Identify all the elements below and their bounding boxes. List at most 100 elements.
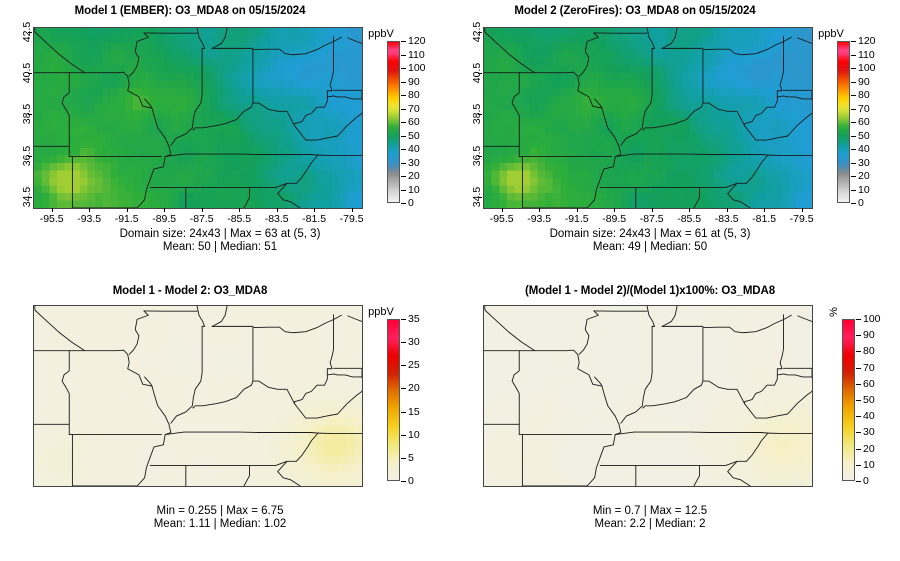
x-tick-label: -85.5 (677, 213, 702, 225)
y-tick (28, 32, 32, 34)
colorbar-tick (401, 54, 406, 56)
colorbar-tick (851, 68, 856, 69)
colorbar-tick (856, 367, 861, 369)
panel-model1: Model 1 (EMBER): O3_MDA8 on 05/15/2024 -… (0, 0, 440, 270)
x-tick (89, 208, 91, 212)
y-tick (478, 114, 482, 116)
y-tick (28, 73, 32, 75)
y-tick-label: 34.5 (21, 186, 33, 207)
x-tick-label: -89.5 (152, 213, 177, 225)
map-borders-difference (34, 306, 362, 486)
colorbar-tick-label: 90 (863, 329, 875, 342)
colorbar-tick-label: 50 (863, 394, 875, 406)
colorbar-tick-label: 20 (408, 382, 420, 395)
colorbar-tick-label: 50 (858, 129, 870, 142)
colorbar-model2: ppbV 0 10 20 30 40 50 60 70 80 90 100 110 120 (813, 27, 893, 209)
y-tick-label: 40.5 (21, 63, 33, 84)
colorbar-tick (401, 411, 406, 413)
colorbar-tick-label: 0 (408, 197, 414, 209)
x-tick (126, 208, 128, 212)
colorbar-tick (401, 342, 406, 344)
colorbar-tick (856, 400, 861, 401)
colorbar-tick-label: 5 (408, 451, 414, 464)
colorbar-tick-label: 90 (858, 75, 870, 88)
colorbar-tick-label: 120 (858, 35, 876, 47)
colorbar-tick-label: 30 (408, 336, 420, 349)
y-tick-label: 40.5 (471, 63, 483, 84)
colorbar-tick-label: 0 (863, 475, 869, 487)
colorbar-tick-label: 70 (858, 102, 870, 115)
colorbar-tick-label: 40 (408, 143, 420, 155)
x-tick (651, 208, 653, 212)
colorbar-tick (856, 319, 861, 320)
colorbar-tick (401, 189, 406, 191)
y-tick (478, 32, 482, 34)
colorbar-tick (851, 189, 856, 191)
y-tick-label: 42.5 (471, 21, 483, 43)
colorbar-tick (851, 176, 856, 177)
colorbar-tick (851, 41, 856, 42)
colorbar-tick-label: 50 (408, 129, 420, 142)
x-tick (314, 208, 316, 212)
caption-difference-line1: Min = 0.255 | Max = 6.75 (156, 505, 284, 517)
colorbar-model1: ppbV 0 10 20 30 40 50 60 70 80 90 100 110 120 (363, 27, 438, 209)
x-tick-label: -93.5 (77, 213, 102, 225)
colorbar-tick (401, 481, 406, 482)
caption-model1-line2: Mean: 50 | Median: 51 (162, 241, 278, 253)
x-tick-label: -91.5 (114, 213, 139, 225)
colorbar-tick-label: 80 (863, 345, 875, 358)
colorbar-tick (856, 351, 861, 353)
colorbar-tick-label: 70 (863, 361, 875, 374)
colorbar-tick (856, 383, 861, 385)
x-tick-label: -87.5 (639, 213, 664, 225)
colorbar-gradient (387, 41, 400, 203)
x-tick (239, 208, 241, 212)
x-tick-label: -79.5 (339, 213, 364, 225)
colorbar-tick (856, 335, 861, 337)
colorbar-gradient (842, 319, 855, 481)
map-borders-model2 (484, 28, 812, 208)
colorbar-tick (856, 416, 861, 418)
x-tick-label: -93.5 (527, 213, 552, 225)
y-tick (28, 114, 32, 116)
colorbar-tick (401, 176, 406, 177)
colorbar-tick (401, 457, 406, 459)
colorbar-tick (401, 108, 406, 110)
caption-model1-line1: Domain size: 24x43 | Max = 63 at (5, 3) (119, 228, 321, 240)
x-tick (689, 208, 691, 212)
map-model2 (483, 27, 813, 209)
colorbar-gradient (387, 319, 400, 481)
colorbar-tick-label: 60 (858, 116, 870, 128)
colorbar-tick (401, 365, 406, 367)
colorbar-tick (856, 481, 861, 482)
colorbar-tick (851, 135, 856, 137)
x-tick-label: -91.5 (564, 213, 589, 225)
colorbar-model1-unit: ppbV (368, 28, 394, 40)
caption-model2-line2: Mean: 49 | Median: 50 (592, 241, 708, 253)
map-percent-difference (483, 305, 813, 487)
colorbar-tick-label: 20 (863, 442, 875, 455)
colorbar-tick (401, 434, 406, 436)
y-tick (478, 155, 482, 157)
raster-model1 (34, 28, 362, 208)
raster-model2 (484, 28, 812, 208)
colorbar-tick (401, 95, 406, 96)
x-tick (764, 208, 766, 212)
panel-percent-difference: (Model 1 - Model 2)/(Model 1)x100%: O3_M… (440, 277, 900, 561)
panel-difference-title: Model 1 - Model 2: O3_MDA8 (112, 285, 268, 297)
colorbar-tick-label: 110 (408, 48, 425, 61)
x-tick-label: -95.5 (39, 213, 64, 225)
colorbar-tick-label: 80 (408, 89, 420, 101)
y-tick (28, 196, 32, 198)
panel-model2-title: Model 2 (ZeroFires): O3_MDA8 on 05/15/20… (514, 5, 756, 17)
colorbar-tick-label: 120 (408, 35, 426, 47)
y-tick-label: 38.5 (21, 104, 33, 125)
colorbar-tick-label: 100 (408, 62, 426, 74)
caption-percent-difference-line1: Min = 0.7 | Max = 12.5 (592, 505, 708, 517)
x-tick-label: -81.5 (302, 213, 327, 225)
colorbar-tick (851, 203, 856, 204)
y-tick (478, 196, 482, 198)
y-tick (478, 73, 482, 75)
colorbar-tick (401, 81, 406, 83)
